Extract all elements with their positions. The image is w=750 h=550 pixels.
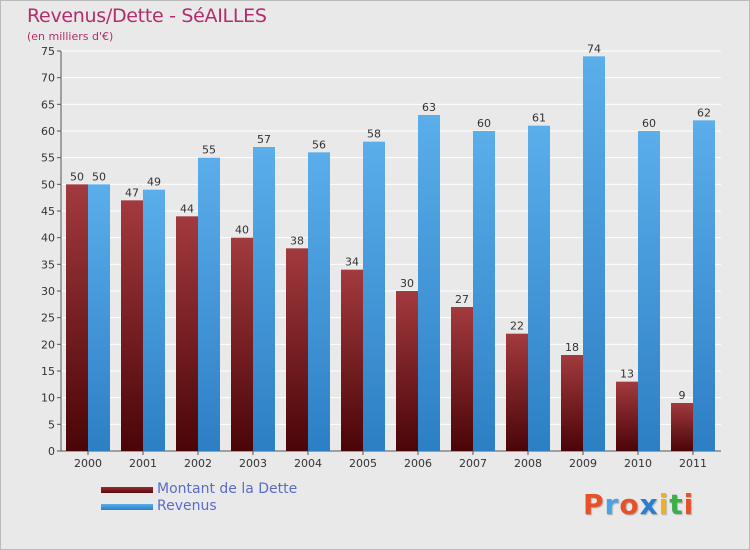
bar-dette <box>286 248 308 451</box>
x-tick-label: 2007 <box>459 457 487 470</box>
legend-swatch-dette <box>101 487 153 493</box>
y-tick-label: 35 <box>41 258 55 271</box>
y-tick-label: 50 <box>41 178 55 191</box>
y-tick-label: 65 <box>41 98 55 111</box>
x-tick-label: 2000 <box>74 457 102 470</box>
data-label-revenus: 50 <box>92 170 106 183</box>
y-tick-label: 40 <box>41 232 55 245</box>
x-tick-label: 2002 <box>184 457 212 470</box>
bar-dette <box>176 216 198 451</box>
bar-dette <box>506 333 528 451</box>
x-tick-label: 2009 <box>569 457 597 470</box>
y-tick-label: 60 <box>41 125 55 138</box>
x-tick-label: 2006 <box>404 457 432 470</box>
logo-letter: x <box>639 488 659 521</box>
x-tick-label: 2011 <box>679 457 707 470</box>
bar-dette <box>451 307 473 451</box>
chart-subtitle: (en milliers d'€) <box>27 30 114 43</box>
logo-letter: r <box>604 488 620 521</box>
data-label-dette: 27 <box>455 293 469 306</box>
bar-revenus <box>88 184 110 452</box>
data-label-revenus: 58 <box>367 128 381 141</box>
data-label-revenus: 56 <box>312 138 326 151</box>
data-label-dette: 44 <box>180 202 194 215</box>
bar-revenus <box>363 141 385 451</box>
data-label-dette: 30 <box>400 277 414 290</box>
data-label-dette: 22 <box>510 320 524 333</box>
x-tick-label: 2010 <box>624 457 652 470</box>
bar-revenus <box>528 125 550 452</box>
data-label-revenus: 55 <box>202 144 216 157</box>
legend-swatch-revenus <box>101 504 153 510</box>
bar-revenus <box>308 152 330 452</box>
y-tick-label: 75 <box>41 45 55 58</box>
data-label-dette: 9 <box>679 389 686 402</box>
bar-revenus <box>253 147 275 451</box>
bar-revenus <box>693 120 715 451</box>
bar-dette <box>396 291 418 451</box>
data-label-revenus: 49 <box>147 176 161 189</box>
bar-dette <box>616 381 638 451</box>
bar-dette <box>66 184 88 452</box>
chart-title: Revenus/Dette - SéAILLES <box>27 5 267 27</box>
y-tick-label: 70 <box>41 72 55 85</box>
bar-revenus <box>143 189 165 451</box>
y-tick-label: 10 <box>41 392 55 405</box>
data-label-revenus: 57 <box>257 133 271 146</box>
proxiti-logo: Proxiti <box>583 488 694 521</box>
y-tick-label: 5 <box>48 418 55 431</box>
data-label-dette: 47 <box>125 186 139 199</box>
y-tick-label: 0 <box>48 445 55 458</box>
data-label-revenus: 61 <box>532 112 546 125</box>
data-label-dette: 34 <box>345 256 359 269</box>
x-tick-label: 2005 <box>349 457 377 470</box>
logo-letter: o <box>619 488 640 521</box>
y-tick-label: 15 <box>41 365 55 378</box>
y-tick-label: 20 <box>41 338 55 351</box>
bar-revenus <box>418 115 440 451</box>
bar-revenus <box>583 56 605 451</box>
y-tick-label: 30 <box>41 285 55 298</box>
data-label-dette: 13 <box>620 368 634 381</box>
x-tick-label: 2003 <box>239 457 267 470</box>
logo-letter: i <box>683 488 695 521</box>
bar-revenus <box>198 157 220 451</box>
x-tick-label: 2004 <box>294 457 322 470</box>
bar-revenus <box>638 131 660 451</box>
y-tick-label: 25 <box>41 312 55 325</box>
y-tick-label: 55 <box>41 152 55 165</box>
data-label-revenus: 63 <box>422 101 436 114</box>
data-label-revenus: 60 <box>642 117 656 130</box>
data-label-dette: 40 <box>235 224 249 237</box>
data-label-dette: 18 <box>565 341 579 354</box>
bar-dette <box>231 237 253 451</box>
bar-dette <box>561 355 583 451</box>
logo-letter: i <box>658 488 670 521</box>
legend-label-revenus: Revenus <box>157 498 217 514</box>
data-label-dette: 50 <box>70 170 84 183</box>
logo-letter: P <box>583 488 605 521</box>
legend-label-dette: Montant de la Dette <box>157 481 298 497</box>
logo-letter: t <box>669 488 684 521</box>
x-tick-label: 2001 <box>129 457 157 470</box>
data-label-revenus: 60 <box>477 117 491 130</box>
data-label-revenus: 62 <box>697 106 711 119</box>
data-label-dette: 38 <box>290 234 304 247</box>
data-label-revenus: 74 <box>587 42 601 55</box>
bar-dette <box>121 200 143 451</box>
x-tick-label: 2008 <box>514 457 542 470</box>
bar-revenus <box>473 131 495 451</box>
bar-dette <box>671 403 693 451</box>
bar-dette <box>341 269 363 451</box>
y-tick-label: 45 <box>41 205 55 218</box>
